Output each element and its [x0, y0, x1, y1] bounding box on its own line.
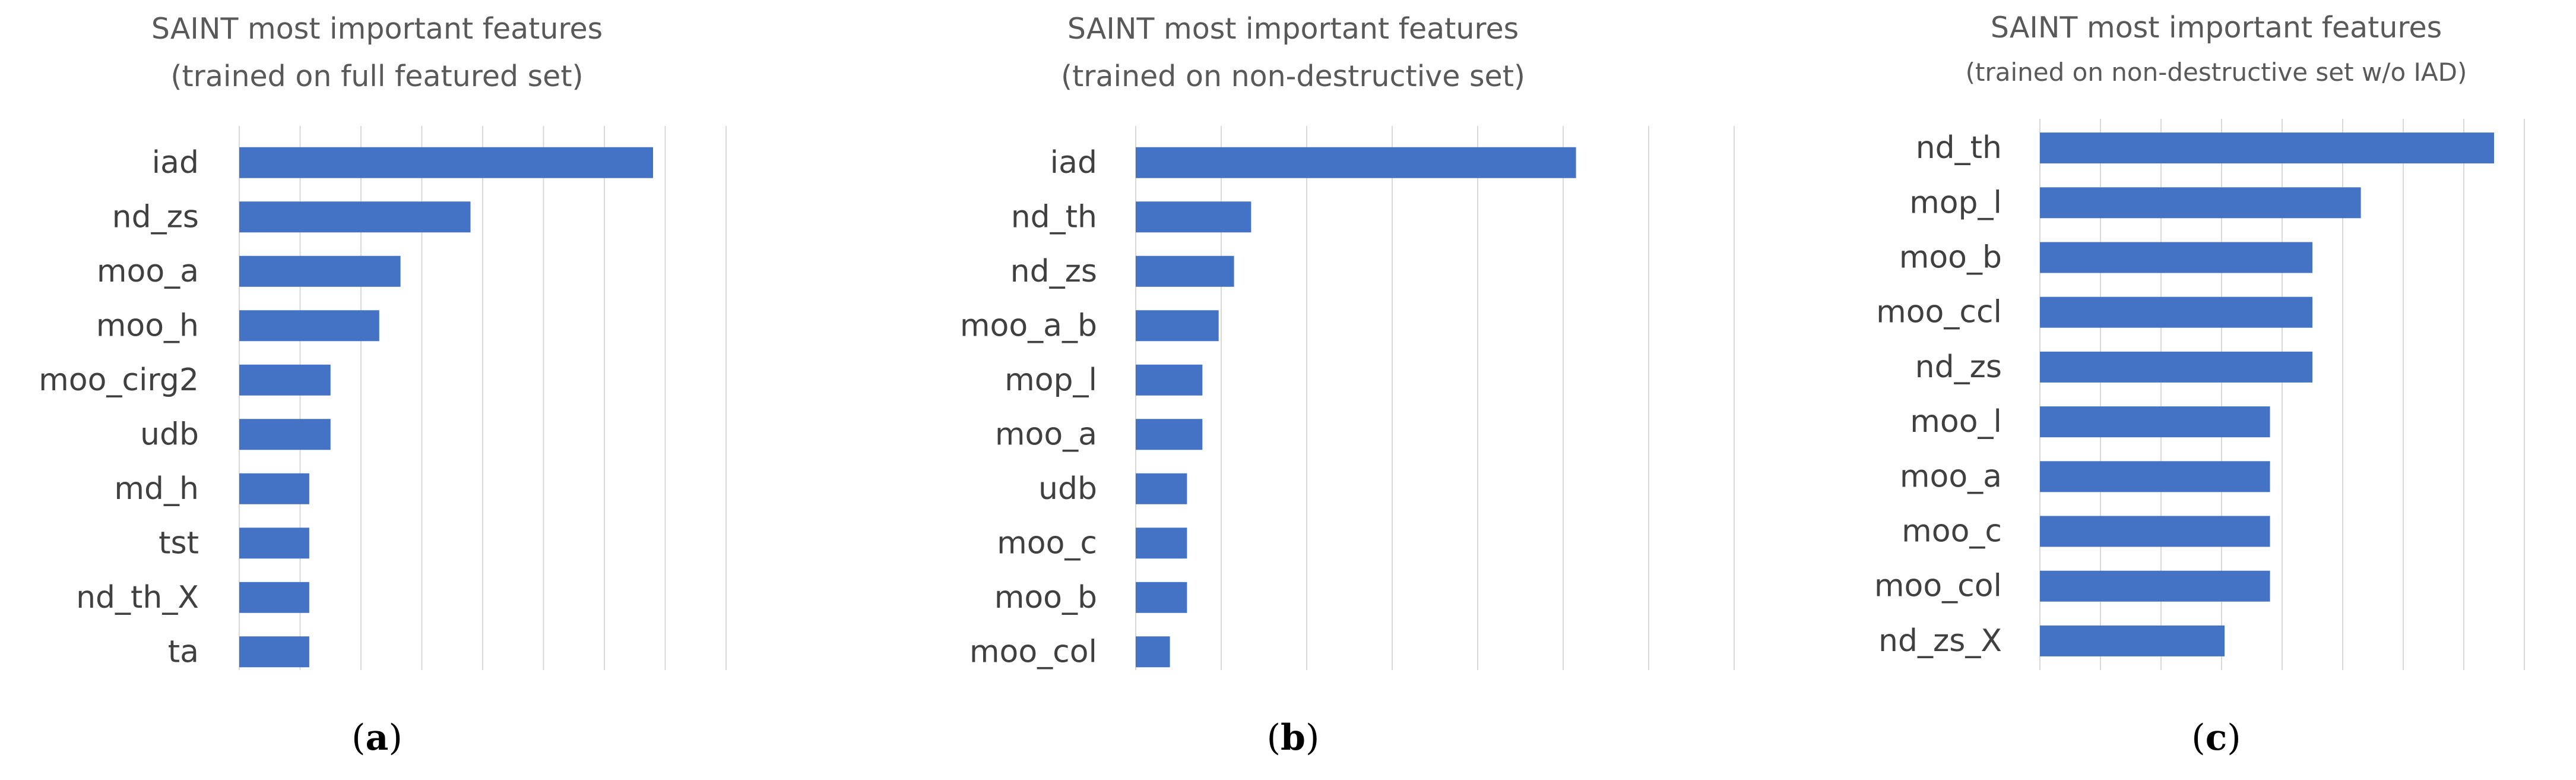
category-tick-label: ta: [168, 634, 199, 670]
bar: [2040, 187, 2361, 219]
bar: [2040, 625, 2225, 656]
bar: [2040, 242, 2312, 273]
chart-panel-3: SAINT most important features (trained on…: [1874, 11, 2525, 759]
category-tick-label: nd_th_X: [76, 580, 199, 615]
bar: [239, 636, 309, 668]
bar: [239, 255, 401, 287]
chart-panel-1: SAINT most important features (trained on…: [39, 12, 727, 759]
category-tick-label: moo_a_b: [960, 308, 1097, 343]
bar: [1136, 310, 1219, 342]
category-tick-label: iad: [1050, 145, 1097, 181]
bar: [1136, 419, 1203, 450]
bar: [239, 582, 309, 613]
category-tick-label: mop_l: [1005, 362, 1097, 398]
category-tick-label: mop_l: [1909, 185, 2002, 220]
category-tick-label: moo_b: [994, 580, 1097, 615]
bar: [1136, 255, 1234, 287]
category-tick-label: moo_c: [1902, 514, 2002, 550]
chart-title: SAINT most important features: [1067, 12, 1519, 46]
bar: [2040, 516, 2270, 547]
category-tick-label: moo_a: [1900, 459, 2002, 494]
bar: [1136, 473, 1187, 504]
chart-subtitle: (trained on non-destructive set w/o IAD): [1966, 58, 2467, 87]
category-tick-label: nd_zs: [112, 199, 199, 235]
category-tick-label: udb: [1038, 471, 1097, 507]
category-tick-label: moo_l: [1910, 404, 2002, 440]
bar: [2040, 351, 2312, 383]
bar: [2040, 570, 2270, 602]
chart-title: SAINT most important features: [1991, 11, 2442, 45]
chart-title: SAINT most important features: [151, 12, 603, 46]
category-tick-label: nd_th: [1916, 130, 2002, 166]
category-tick-label: tst: [159, 525, 199, 561]
bar: [2040, 296, 2312, 328]
category-tick-label: moo_c: [997, 525, 1097, 561]
bar: [2040, 461, 2270, 492]
bar: [1136, 364, 1203, 396]
category-tick-label: nd_zs: [1915, 349, 2002, 385]
bar: [239, 201, 471, 233]
category-tick-label: udb: [140, 416, 199, 452]
panel-label: (b): [1267, 717, 1320, 759]
category-tick-label: iad: [152, 145, 199, 181]
category-tick-label: md_h: [114, 471, 199, 507]
chart-subtitle: (trained on non-destructive set): [1061, 59, 1525, 93]
bar: [1136, 636, 1170, 668]
panel-label: (c): [2191, 717, 2241, 759]
chart-subtitle: (trained on full featured set): [170, 59, 583, 93]
bar: [239, 419, 331, 450]
bar: [239, 473, 309, 504]
bar: [1136, 528, 1187, 559]
bar: [1136, 147, 1576, 178]
bar: [239, 310, 379, 342]
bar: [239, 147, 653, 178]
category-tick-label: moo_h: [96, 308, 199, 343]
category-tick-label: moo_a: [97, 254, 199, 289]
chart-panel-2: SAINT most important features (trained on…: [960, 12, 1735, 759]
category-tick-label: moo_ccl: [1876, 295, 2002, 330]
bar: [1136, 201, 1251, 233]
panel-label: (a): [351, 717, 403, 759]
bar: [239, 364, 331, 396]
category-tick-label: moo_b: [1899, 240, 2002, 276]
category-tick-label: moo_cirg2: [39, 362, 199, 398]
category-tick-label: nd_th: [1011, 199, 1097, 235]
category-tick-label: nd_zs: [1010, 254, 1097, 289]
category-tick-label: moo_col: [969, 634, 1097, 670]
category-tick-label: nd_zs_X: [1878, 623, 2002, 659]
bar: [2040, 406, 2270, 438]
category-tick-label: moo_a: [995, 416, 1097, 452]
bar: [1136, 582, 1187, 613]
bar: [2040, 132, 2494, 164]
category-tick-label: moo_col: [1874, 569, 2002, 604]
bar: [239, 528, 309, 559]
